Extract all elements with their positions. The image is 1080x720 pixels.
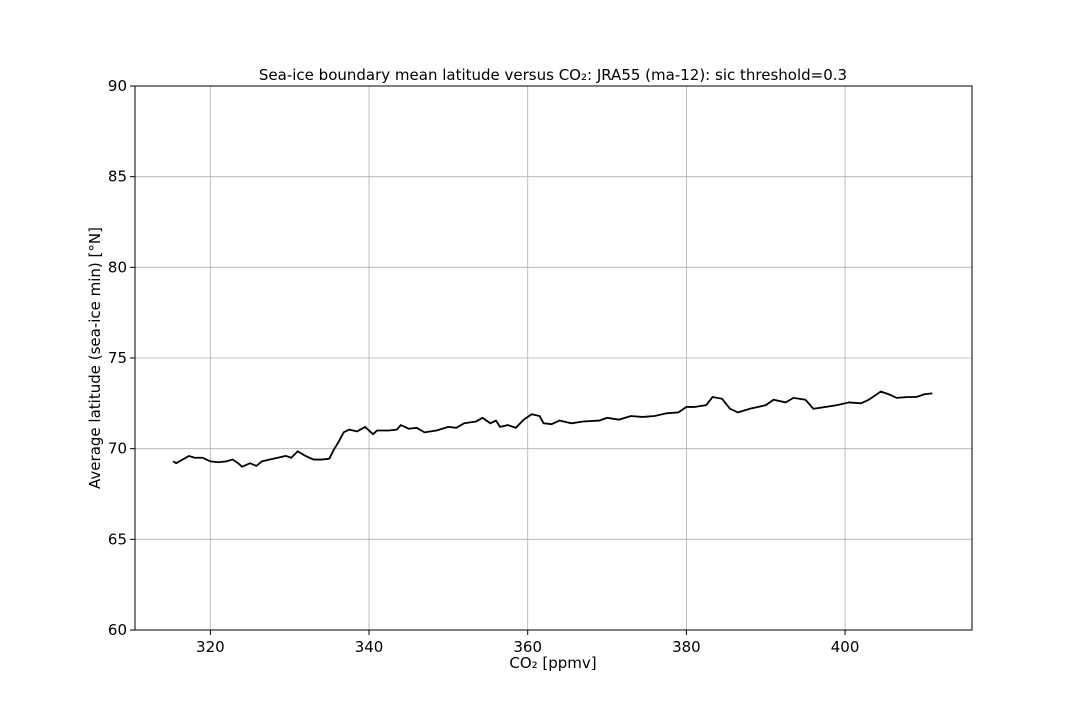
plot-frame (134, 85, 973, 631)
x-axis-label: CO₂ [ppmv] (509, 654, 596, 672)
x-tick-label: 340 (355, 638, 384, 656)
chart-title: Sea-ice boundary mean latitude versus CO… (259, 66, 847, 84)
y-tick-label: 70 (108, 440, 127, 458)
y-axis-label: Average latitude (sea-ice min) [°N] (86, 227, 104, 489)
x-tick-label: 360 (513, 638, 542, 656)
line (172, 390, 933, 468)
y-tick-label: 90 (108, 77, 127, 95)
y-tick-label: 85 (108, 168, 127, 186)
y-tick-label: 65 (108, 530, 127, 548)
y-tick-label: 60 (108, 621, 127, 639)
x-tick-label: 400 (831, 638, 860, 656)
y-tick-label: 80 (108, 258, 127, 276)
y-tick-label: 75 (108, 349, 127, 367)
x-tick-label: 320 (196, 638, 225, 656)
x-tick-label: 380 (672, 638, 701, 656)
